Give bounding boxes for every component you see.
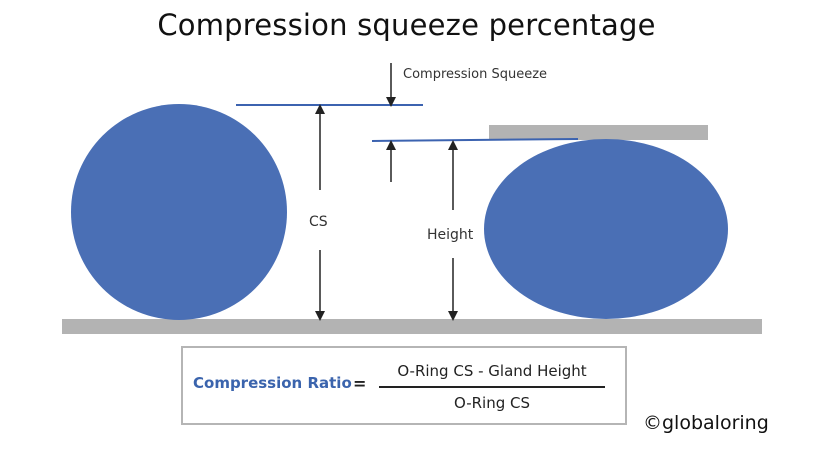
credit-watermark: ©globaloring bbox=[643, 412, 769, 434]
uncompressed-oring bbox=[71, 104, 287, 320]
formula-numerator: O-Ring CS - Gland Height bbox=[397, 362, 587, 380]
compression-squeeze-label: Compression Squeeze bbox=[403, 67, 547, 82]
gland-base-surface bbox=[62, 319, 762, 334]
equals-sign: = bbox=[353, 374, 367, 393]
compression-plate bbox=[489, 125, 708, 140]
page-title: Compression squeeze percentage bbox=[157, 8, 656, 42]
height-label: Height bbox=[427, 227, 474, 243]
compressed-oring bbox=[484, 139, 728, 319]
cs-label: CS bbox=[309, 214, 328, 230]
height-top-guide-line bbox=[371, 138, 579, 142]
formula-box: Compression Ratio = O-Ring CS - Gland He… bbox=[181, 346, 627, 425]
fraction-bar bbox=[379, 386, 605, 388]
compression-ratio-label: Compression Ratio bbox=[193, 374, 352, 392]
formula-denominator: O-Ring CS bbox=[453, 394, 531, 412]
